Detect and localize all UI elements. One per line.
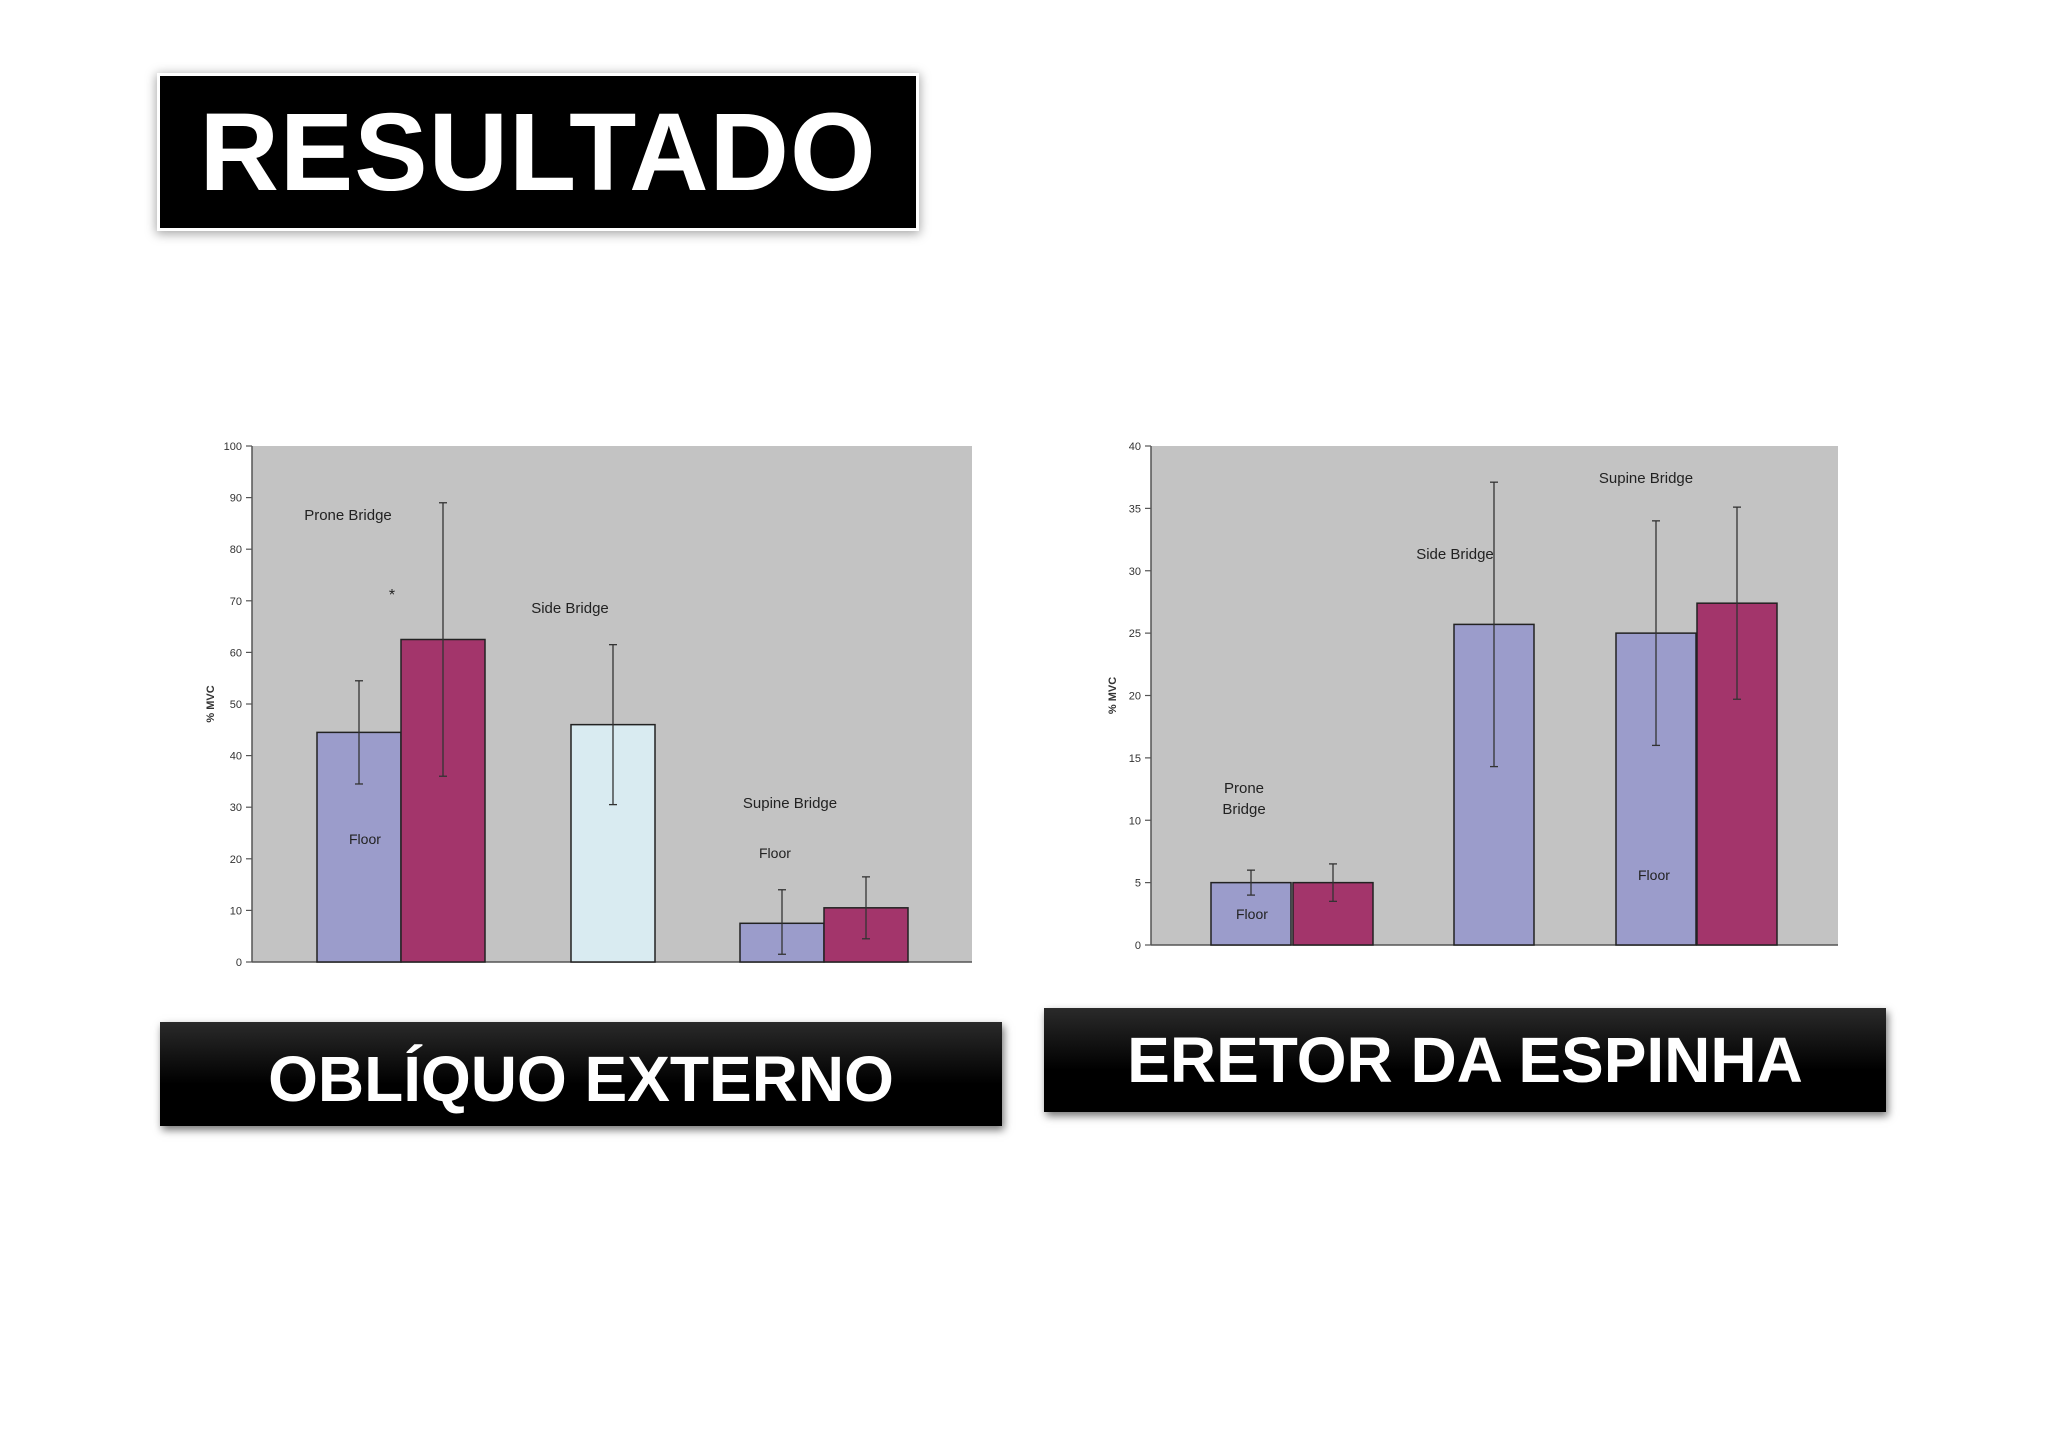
y-tick-label: 0	[236, 957, 242, 969]
y-axis-label: % MVC	[1107, 677, 1119, 714]
y-tick-label: 90	[230, 493, 242, 505]
group-sublabel: Floor	[1236, 906, 1268, 922]
y-tick-label: 25	[1129, 628, 1141, 640]
group-label: Bridge	[1222, 801, 1265, 818]
y-tick-label: 20	[1129, 691, 1141, 703]
y-tick-label: 5	[1135, 878, 1141, 890]
significance-marker: *	[389, 587, 395, 604]
group-label: Prone Bridge	[304, 507, 392, 524]
y-tick-label: 60	[230, 647, 242, 659]
y-tick-label: 15	[1129, 753, 1141, 765]
y-tick-label: 40	[230, 751, 242, 763]
group-label: Prone	[1224, 780, 1264, 797]
caption-eretor-da-espinha: ERETOR DA ESPINHA	[1044, 1008, 1886, 1112]
slide-title: RESULTADO	[160, 76, 916, 228]
caption-obliquo-externo: OBLÍQUO EXTERNO	[160, 1022, 1002, 1126]
group-label: Side Bridge	[1416, 546, 1494, 563]
group-label: Supine Bridge	[1599, 470, 1693, 487]
y-tick-label: 80	[230, 544, 242, 556]
y-tick-label: 10	[230, 905, 242, 917]
group-sublabel: Floor	[759, 845, 791, 861]
y-axis-label: % MVC	[205, 685, 217, 722]
group-label: Side Bridge	[531, 600, 609, 617]
y-tick-label: 100	[224, 441, 242, 453]
y-tick-label: 70	[230, 596, 242, 608]
y-tick-label: 0	[1135, 940, 1141, 952]
chart-obliquo-externo: 0 10 20 30 40 50 60 70 80 90 100 % MVC Prone Bridge F…	[205, 441, 972, 969]
group-label: Supine Bridge	[743, 795, 837, 812]
group-sublabel: Floor	[1638, 867, 1670, 883]
y-tick-label: 50	[230, 699, 242, 711]
y-tick-label: 30	[230, 802, 242, 814]
group-sublabel: Floor	[349, 831, 381, 847]
y-tick-label: 35	[1129, 503, 1141, 515]
chart-eretor-da-espinha: 0 5 10 15 20 25 30 35 40 % MVC Prone Bridge Floor Sid…	[1107, 441, 1838, 952]
y-tick-label: 40	[1129, 441, 1141, 453]
y-tick-label: 10	[1129, 815, 1141, 827]
y-tick-label: 30	[1129, 566, 1141, 578]
y-tick-label: 20	[230, 854, 242, 866]
